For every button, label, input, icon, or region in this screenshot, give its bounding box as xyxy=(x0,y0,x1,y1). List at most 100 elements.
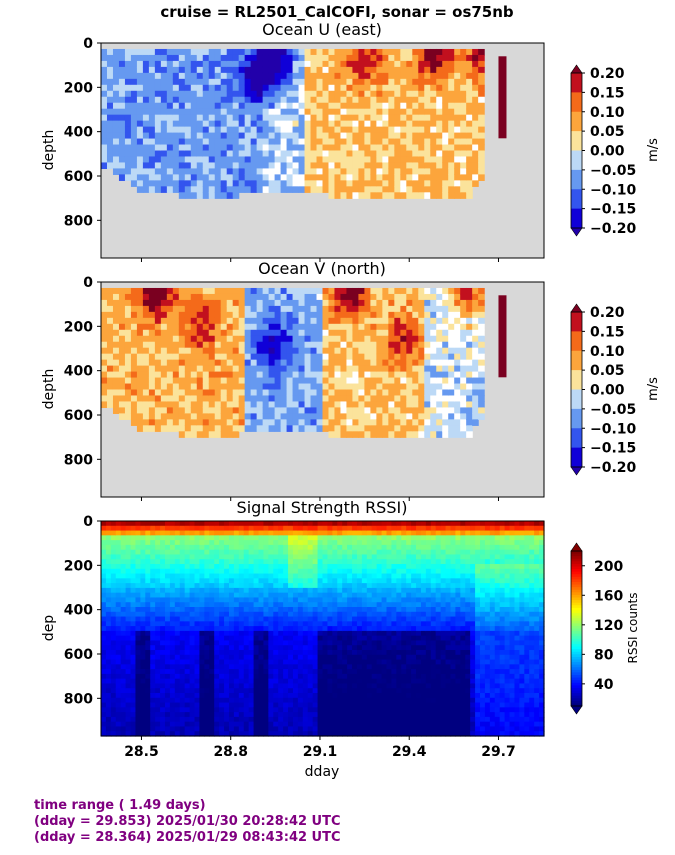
velocity-cell xyxy=(478,156,485,164)
velocity-cell xyxy=(208,84,216,92)
rssi-cell xyxy=(164,611,171,618)
velocity-cell xyxy=(436,311,443,319)
velocity-cell xyxy=(310,48,318,56)
velocity-cell xyxy=(328,126,336,134)
velocity-cell xyxy=(220,156,228,164)
rssi-cell xyxy=(189,587,196,594)
rssi-cell xyxy=(288,535,294,541)
rssi-cell xyxy=(243,645,250,651)
velocity-cell xyxy=(322,174,330,181)
velocity-cell xyxy=(130,168,138,175)
velocity-cell xyxy=(178,287,186,295)
velocity-cell xyxy=(190,186,198,193)
rssi-cell xyxy=(278,697,284,704)
rssi-cell xyxy=(224,640,230,646)
velocity-cell xyxy=(178,156,186,164)
velocity-cell xyxy=(298,174,306,181)
velocity-cell xyxy=(172,305,180,313)
rssi-cell xyxy=(278,554,284,560)
velocity-cell xyxy=(118,102,126,110)
rssi-cell xyxy=(224,678,230,685)
velocity-cell xyxy=(322,150,330,158)
velocity-cell xyxy=(280,371,288,379)
velocity-cell xyxy=(448,365,455,373)
velocity-cell xyxy=(154,353,162,361)
velocity-cell xyxy=(370,162,377,170)
rssi-cell xyxy=(140,602,146,608)
rssi-cell xyxy=(224,621,230,627)
velocity-cell xyxy=(286,389,294,397)
rssi-cell xyxy=(194,726,201,732)
velocity-cell xyxy=(418,78,425,86)
velocity-cell xyxy=(292,48,300,56)
velocity-cell xyxy=(478,120,485,128)
velocity-cell xyxy=(172,150,180,158)
rssi-cell xyxy=(288,597,294,603)
velocity-cell xyxy=(328,305,336,313)
velocity-cell xyxy=(226,317,234,325)
velocity-cell xyxy=(262,395,270,403)
velocity-cell xyxy=(226,347,234,355)
rssi-cell xyxy=(140,573,146,579)
velocity-bar-feature xyxy=(498,56,507,139)
rssi-cell xyxy=(278,669,284,675)
velocity-cell xyxy=(442,48,449,56)
rssi-cell xyxy=(248,669,255,675)
velocity-cell xyxy=(364,365,371,373)
rssi-cell xyxy=(174,688,181,694)
velocity-cell xyxy=(322,377,330,385)
rssi-cell xyxy=(292,731,299,737)
rssi-cell xyxy=(155,678,161,685)
rssi-cell xyxy=(238,607,245,613)
rssi-cell xyxy=(238,587,245,594)
rssi-cell xyxy=(243,616,250,622)
rssi-cell xyxy=(209,702,215,708)
velocity-cell xyxy=(220,168,228,175)
velocity-cell xyxy=(166,72,174,80)
velocity-cell xyxy=(298,287,306,295)
velocity-cell xyxy=(460,150,467,158)
rssi-cell xyxy=(184,731,191,737)
velocity-cell xyxy=(101,108,108,116)
rssi-cell xyxy=(125,549,132,556)
velocity-cell xyxy=(136,311,144,319)
rssi-cell xyxy=(189,635,196,642)
velocity-cell xyxy=(166,78,174,86)
rssi-cell xyxy=(209,635,215,642)
rssi-cell xyxy=(219,640,225,646)
velocity-cell xyxy=(286,329,294,337)
velocity-cell xyxy=(190,162,198,170)
rssi-cell xyxy=(204,607,210,613)
velocity-cell xyxy=(412,389,419,397)
rssi-cell xyxy=(184,583,191,589)
velocity-cell xyxy=(430,180,437,187)
rssi-cell xyxy=(199,568,205,575)
rssi-cell xyxy=(105,559,112,565)
velocity-cell xyxy=(406,72,413,80)
rssi-cell xyxy=(297,597,304,603)
rssi-cell xyxy=(243,525,250,532)
velocity-cell xyxy=(316,66,324,74)
velocity-cell xyxy=(346,299,354,307)
rssi-cell xyxy=(140,621,146,627)
rssi-cell xyxy=(125,688,132,694)
rssi-cell xyxy=(130,654,137,661)
velocity-cell xyxy=(304,78,312,86)
rssi-cell xyxy=(135,669,141,675)
velocity-cell xyxy=(202,168,210,175)
rssi-cell xyxy=(288,683,294,689)
velocity-cell xyxy=(364,377,371,385)
rssi-cell xyxy=(184,568,191,575)
rssi-cell xyxy=(209,673,215,680)
rssi-cell xyxy=(189,645,196,651)
velocity-cell xyxy=(244,186,252,193)
rssi-cell xyxy=(194,544,201,551)
velocity-cell xyxy=(136,347,144,355)
velocity-cell xyxy=(346,60,354,68)
rssi-cell xyxy=(174,669,181,675)
rssi-cell xyxy=(135,549,141,556)
rssi-cell xyxy=(248,683,255,689)
velocity-cell xyxy=(460,401,467,409)
rssi-cell xyxy=(189,712,196,718)
velocity-cell xyxy=(316,186,324,193)
